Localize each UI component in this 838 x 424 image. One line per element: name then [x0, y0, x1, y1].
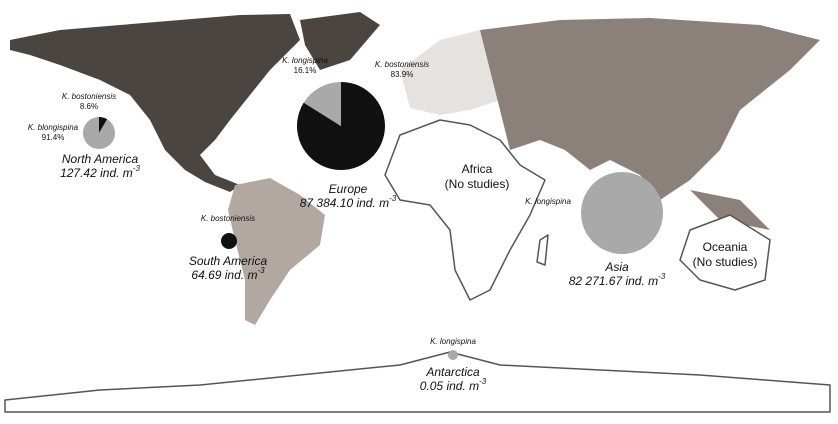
- pie-slice: [83, 117, 116, 149]
- density-exponent: -3: [257, 266, 265, 275]
- oceania: [679, 214, 771, 291]
- region-note: (No studies): [445, 177, 510, 191]
- region-name: Antarctica: [425, 365, 480, 379]
- madagascar: [536, 234, 549, 266]
- pie-slice: [297, 82, 386, 170]
- region-name: South America: [189, 254, 268, 268]
- region-density: 127.42 ind. m-3: [60, 164, 140, 180]
- percent-label: 8.6%: [80, 102, 98, 111]
- region-density: 87 384.10 ind. m-3: [300, 194, 397, 210]
- continents: [4, 12, 831, 413]
- pie-slice: [581, 172, 663, 254]
- region-name: Asia: [604, 260, 629, 274]
- antarctica: [4, 351, 831, 413]
- species-label: K. longispina: [282, 56, 328, 65]
- density-exponent: -3: [133, 164, 141, 173]
- percent-label: 16.1%: [294, 66, 317, 75]
- region-name: Europe: [329, 182, 368, 196]
- species-label: K. blongispina: [28, 123, 79, 132]
- region-name: Oceania: [703, 240, 748, 254]
- europe: [400, 30, 500, 115]
- pie-slice: [99, 117, 108, 133]
- density-exponent: -3: [479, 377, 487, 386]
- species-label: K. bostoniensis: [201, 214, 255, 223]
- africa: [384, 119, 546, 301]
- southeast-asia: [690, 190, 770, 230]
- density-exponent: -3: [658, 272, 666, 281]
- species-label: K. longispina: [430, 337, 476, 346]
- density-value: 82 271.67 ind. m: [569, 274, 658, 288]
- south-america: [228, 178, 325, 325]
- pie-slice: [303, 82, 341, 126]
- region-density: 64.69 ind. m-3: [191, 266, 265, 282]
- pie-slice: [448, 350, 458, 360]
- north-america: [10, 14, 300, 192]
- region-note: (No studies): [693, 255, 758, 269]
- percent-label: 91.4%: [42, 133, 65, 142]
- species-label: K. longispina: [525, 197, 571, 206]
- species-label: K. bostoniensis: [62, 92, 116, 101]
- region-name: Africa: [462, 162, 493, 176]
- density-value: 87 384.10 ind. m: [300, 196, 389, 210]
- region-name: North America: [62, 152, 139, 166]
- greenland: [300, 12, 380, 70]
- asia: [480, 18, 820, 200]
- species-label: K. bostoniensis: [375, 60, 429, 69]
- region-density: 82 271.67 ind. m-3: [569, 272, 666, 288]
- density-value: 64.69 ind. m: [191, 268, 257, 282]
- percent-label: 83.9%: [391, 70, 414, 79]
- density-value: 0.05 ind. m: [420, 379, 479, 393]
- pie-slice: [221, 233, 237, 249]
- region-density: 0.05 ind. m-3: [420, 377, 487, 393]
- density-exponent: -3: [389, 194, 397, 203]
- density-value: 127.42 ind. m: [60, 166, 133, 180]
